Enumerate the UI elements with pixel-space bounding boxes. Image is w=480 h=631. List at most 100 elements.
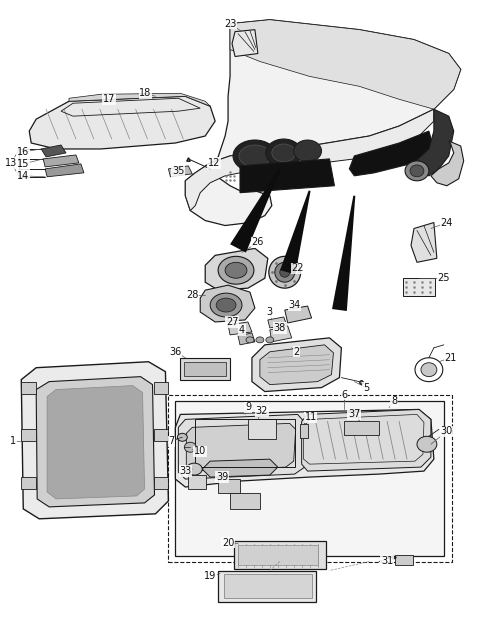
- Polygon shape: [43, 155, 79, 167]
- Polygon shape: [228, 322, 252, 335]
- Polygon shape: [414, 109, 454, 176]
- Text: 3: 3: [267, 307, 273, 317]
- Polygon shape: [36, 377, 155, 507]
- Text: 23: 23: [224, 19, 236, 28]
- Bar: [218, 570, 315, 603]
- Polygon shape: [238, 333, 255, 345]
- Bar: [180, 358, 230, 380]
- Polygon shape: [69, 93, 210, 106]
- Text: 27: 27: [226, 317, 238, 327]
- Polygon shape: [232, 30, 258, 57]
- Bar: [224, 574, 312, 598]
- Bar: [168, 394, 452, 562]
- Bar: [403, 278, 435, 296]
- Polygon shape: [205, 249, 268, 290]
- Ellipse shape: [210, 293, 242, 317]
- Polygon shape: [21, 362, 168, 519]
- Text: 25: 25: [438, 273, 450, 283]
- Ellipse shape: [184, 442, 196, 452]
- Ellipse shape: [410, 165, 424, 177]
- Bar: [300, 425, 308, 439]
- Polygon shape: [431, 141, 464, 186]
- Text: 13: 13: [5, 158, 17, 168]
- Bar: [238, 545, 318, 565]
- Polygon shape: [240, 159, 335, 192]
- Bar: [21, 382, 36, 394]
- Polygon shape: [41, 145, 66, 157]
- Ellipse shape: [421, 363, 437, 377]
- Text: 34: 34: [288, 300, 301, 310]
- Bar: [21, 477, 36, 489]
- Text: 21: 21: [444, 353, 457, 363]
- Ellipse shape: [275, 262, 295, 282]
- Text: 32: 32: [256, 406, 268, 416]
- Bar: [230, 493, 260, 509]
- Bar: [234, 541, 325, 569]
- Text: 19: 19: [204, 572, 216, 582]
- Bar: [218, 479, 240, 493]
- Ellipse shape: [280, 268, 290, 277]
- Text: 17: 17: [103, 94, 115, 104]
- Polygon shape: [285, 306, 312, 323]
- Polygon shape: [175, 410, 434, 487]
- Text: 24: 24: [441, 218, 453, 228]
- Bar: [248, 420, 276, 439]
- Text: 7: 7: [168, 436, 175, 446]
- Text: 22: 22: [291, 263, 304, 273]
- Text: 16: 16: [17, 147, 29, 157]
- Text: 18: 18: [139, 88, 152, 98]
- Ellipse shape: [239, 145, 271, 167]
- Polygon shape: [230, 20, 461, 109]
- Bar: [184, 362, 226, 375]
- Bar: [195, 420, 295, 467]
- Polygon shape: [260, 345, 334, 385]
- Text: 20: 20: [222, 538, 234, 548]
- Polygon shape: [47, 386, 144, 499]
- Ellipse shape: [246, 337, 254, 343]
- Text: 28: 28: [186, 290, 198, 300]
- Polygon shape: [185, 109, 434, 211]
- Text: 9: 9: [245, 403, 251, 413]
- Text: 14: 14: [17, 171, 29, 181]
- Polygon shape: [45, 164, 84, 177]
- Polygon shape: [332, 196, 355, 311]
- Text: 31: 31: [381, 555, 393, 565]
- Ellipse shape: [269, 256, 300, 288]
- Polygon shape: [200, 285, 255, 322]
- Ellipse shape: [186, 463, 202, 475]
- Ellipse shape: [178, 433, 187, 441]
- Polygon shape: [179, 415, 305, 479]
- Polygon shape: [411, 223, 437, 262]
- Ellipse shape: [294, 140, 322, 162]
- Text: 26: 26: [252, 237, 264, 247]
- Text: 15: 15: [17, 159, 29, 169]
- Ellipse shape: [225, 262, 247, 278]
- Text: 11: 11: [304, 413, 317, 422]
- Polygon shape: [202, 459, 278, 477]
- Text: 8: 8: [391, 396, 397, 406]
- Text: 5: 5: [363, 382, 370, 392]
- Text: 1: 1: [10, 436, 16, 446]
- Ellipse shape: [417, 436, 437, 452]
- Polygon shape: [185, 20, 461, 225]
- Bar: [21, 429, 36, 441]
- Polygon shape: [301, 410, 431, 471]
- Ellipse shape: [272, 144, 296, 162]
- Ellipse shape: [266, 337, 274, 343]
- Text: 38: 38: [274, 323, 286, 333]
- Bar: [344, 422, 379, 435]
- Ellipse shape: [218, 256, 254, 284]
- Polygon shape: [349, 131, 434, 176]
- Text: 35: 35: [172, 166, 184, 176]
- Ellipse shape: [405, 161, 429, 181]
- Text: 37: 37: [348, 410, 360, 420]
- Polygon shape: [186, 423, 296, 471]
- Bar: [175, 401, 444, 556]
- Text: 36: 36: [169, 347, 181, 357]
- Bar: [154, 477, 168, 489]
- Ellipse shape: [266, 139, 301, 167]
- Ellipse shape: [216, 298, 236, 312]
- Polygon shape: [280, 191, 311, 274]
- Text: 30: 30: [441, 427, 453, 436]
- Ellipse shape: [233, 140, 277, 172]
